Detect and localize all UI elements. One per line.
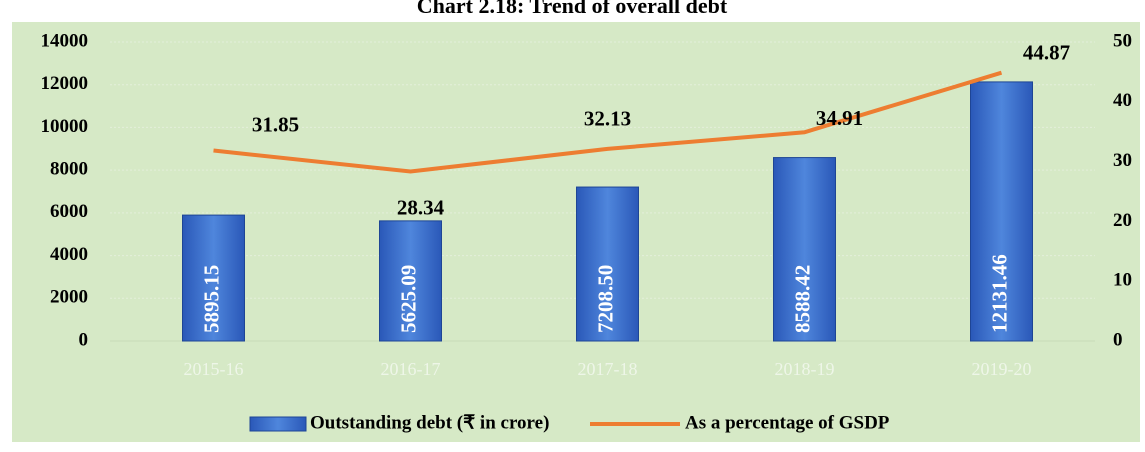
legend-label: Outstanding debt (₹ in crore) [310, 412, 549, 433]
bar [182, 214, 245, 342]
x-tick-label: 2016-17 [381, 359, 441, 379]
bar-label: 5895.15 [199, 265, 223, 333]
legend-swatch [249, 416, 307, 432]
bar [970, 81, 1033, 342]
bar [379, 220, 442, 342]
y-tick-label: 2000 [50, 287, 88, 308]
y-tick-label: 14000 [41, 30, 89, 51]
bar-label: 8588.42 [790, 265, 814, 333]
legend-label: As a percentage of GSDP [685, 412, 890, 433]
bar [576, 186, 639, 342]
y-tick-label: 0 [79, 329, 89, 350]
bar-label: 12131.46 [987, 254, 1011, 333]
y2-tick-label: 0 [1113, 329, 1123, 350]
x-tick-label: 2015-16 [184, 359, 244, 379]
y2-tick-label: 20 [1113, 210, 1132, 231]
bar [773, 157, 836, 342]
y-tick-label: 6000 [50, 201, 88, 222]
chart-title: Chart 2.18: Trend of overall debt [417, 0, 728, 18]
y2-tick-label: 30 [1113, 150, 1132, 171]
bar-label: 7208.50 [593, 265, 617, 333]
y2-tick-label: 40 [1113, 90, 1132, 111]
y2-tick-label: 10 [1113, 270, 1132, 291]
y-tick-label: 4000 [50, 244, 88, 265]
line-label: 44.87 [1023, 40, 1070, 64]
y2-tick-label: 50 [1113, 30, 1132, 51]
x-tick-label: 2019-20 [972, 359, 1032, 379]
x-tick-label: 2018-19 [775, 359, 835, 379]
y-tick-label: 10000 [41, 116, 89, 137]
y-tick-label: 8000 [50, 159, 88, 180]
x-tick-label: 2017-18 [578, 359, 638, 379]
bar-label: 5625.09 [396, 265, 420, 333]
line-label: 32.13 [584, 107, 631, 131]
line [213, 70, 1003, 174]
y-tick-label: 12000 [41, 73, 89, 94]
line-label: 28.34 [397, 195, 445, 219]
line-label: 34.91 [816, 106, 863, 130]
line-label: 31.85 [252, 112, 299, 136]
